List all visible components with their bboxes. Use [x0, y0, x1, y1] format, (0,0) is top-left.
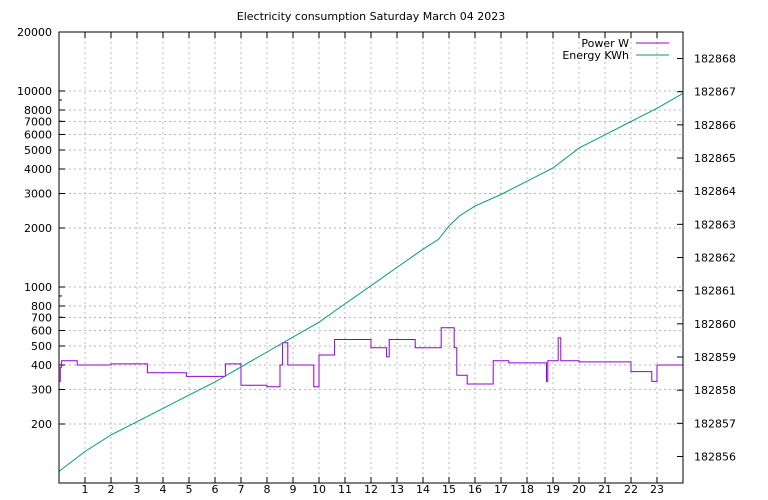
x-tick-label: 21 [598, 483, 612, 496]
y-tick-label: 8000 [24, 104, 52, 117]
y-tick-label: 300 [31, 383, 52, 396]
y-tick-label: 1000 [24, 281, 52, 294]
y-tick-label: 2000 [24, 222, 52, 235]
y-tick-label: 3000 [24, 187, 52, 200]
x-tick-label: 22 [624, 483, 638, 496]
series-line-energy [58, 92, 684, 472]
y2-tick-label: 182859 [694, 351, 736, 364]
y-tick-label: 20000 [17, 26, 52, 39]
x-tick-label: 7 [238, 483, 245, 496]
y2-axis: 182856 182857 182858 182859 182860 182861 1828… [677, 53, 736, 463]
x-tick-label: 10 [312, 483, 326, 496]
x-tick-label: 1 [82, 483, 89, 496]
x-tick-label: 11 [338, 483, 352, 496]
y-tick-label: 400 [31, 359, 52, 372]
x-tick-label: 14 [416, 483, 430, 496]
x-tick-label: 6 [212, 483, 219, 496]
y2-tick-label: 182860 [694, 318, 736, 331]
y-tick-label: 10000 [17, 85, 52, 98]
x-tick-label: 8 [264, 483, 271, 496]
y-tick-label: 800 [31, 300, 52, 313]
y-tick-label: 600 [31, 324, 52, 337]
y2-tick-label: 182862 [694, 252, 736, 265]
x-tick-label: 3 [134, 483, 141, 496]
x-tick-label: 16 [468, 483, 482, 496]
y2-tick-label: 182861 [694, 285, 736, 298]
y-tick-label: 5000 [24, 144, 52, 157]
x-tick-label: 20 [572, 483, 586, 496]
x-tick-label: 13 [390, 483, 404, 496]
legend-label: Energy KWh [562, 49, 629, 62]
y-tick-label: 200 [31, 418, 52, 431]
x-tick-label: 4 [160, 483, 167, 496]
x-tick-label: 19 [546, 483, 560, 496]
y2-tick-label: 182867 [694, 86, 736, 99]
y2-tick-label: 182858 [694, 384, 736, 397]
x-tick-label: 2 [108, 483, 115, 496]
series-line-power [59, 327, 683, 388]
y-tick-label: 6000 [24, 128, 52, 141]
y2-tick-label: 182863 [694, 218, 736, 231]
series-lines [58, 92, 684, 472]
legend-label: Power W [581, 37, 629, 50]
x-tick-label: 9 [290, 483, 297, 496]
y2-tick-label: 182856 [694, 450, 736, 463]
y-tick-label: 7000 [24, 115, 52, 128]
x-tick-label: 12 [364, 483, 378, 496]
x-tick-label: 18 [520, 483, 534, 496]
grid-lines [59, 31, 683, 483]
y2-tick-label: 182864 [694, 185, 736, 198]
y2-tick-label: 182868 [694, 53, 736, 66]
x-tick-label: 5 [186, 483, 193, 496]
x-tick-label: 15 [442, 483, 456, 496]
y2-tick-label: 182857 [694, 417, 736, 430]
x-axis: 1 2 3 4 5 6 7 8 9 10 11 12 13 14 15 16 17 18 19 20 21 22 23 [82, 32, 664, 496]
plot-frame [58, 31, 684, 484]
x-tick-label: 23 [650, 483, 664, 496]
x-tick-label: 17 [494, 483, 508, 496]
chart-title: Electricity consumption Saturday March 0… [237, 10, 505, 23]
y-tick-label: 500 [31, 340, 52, 353]
y-tick-label: 4000 [24, 163, 52, 176]
y2-tick-label: 182866 [694, 119, 736, 132]
y-tick-label: 700 [31, 311, 52, 324]
y2-tick-label: 182865 [694, 152, 736, 165]
